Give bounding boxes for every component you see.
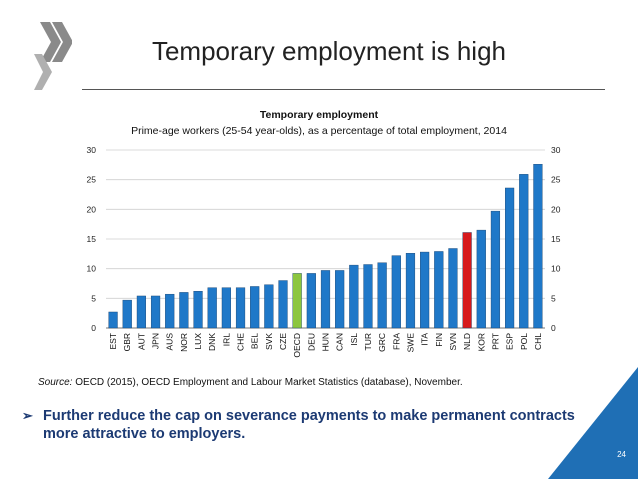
bar-fra xyxy=(391,255,401,329)
x-tick-label-deu: DEU xyxy=(306,333,316,351)
y-tick-label-left: 20 xyxy=(87,204,97,214)
x-tick-label-oecd: OECD xyxy=(292,333,302,358)
slide-title: Temporary employment is high xyxy=(151,36,507,66)
x-tick-label-est: EST xyxy=(108,333,118,350)
x-tick-label-prt: PRT xyxy=(490,333,500,350)
bar-jpn xyxy=(150,295,161,329)
x-tick-label-esp: ESP xyxy=(505,333,515,350)
bar-svn xyxy=(448,248,458,329)
y-tick-label-right: 30 xyxy=(551,145,561,155)
bar-gbr xyxy=(122,299,132,329)
x-tick-label-pol: POL xyxy=(519,333,529,350)
bar-esp xyxy=(505,187,515,329)
x-tick-label-irl: IRL xyxy=(221,333,231,347)
x-tick-label-cze: CZE xyxy=(278,333,288,350)
bullet-text: Further reduce the cap on severance paym… xyxy=(43,408,575,442)
y-tick-label-left: 10 xyxy=(87,264,97,274)
bar-prt xyxy=(490,210,501,329)
bar-oecd xyxy=(292,273,302,329)
y-tick-label-left: 5 xyxy=(91,293,96,303)
bar-deu xyxy=(306,273,316,329)
x-tick-label-dnk: DNK xyxy=(207,333,217,351)
y-tick-label-right: 10 xyxy=(551,264,561,274)
y-tick-label-right: 25 xyxy=(551,175,561,185)
bullet-arrow-icon: ➢ xyxy=(22,408,33,423)
x-tick-label-che: CHE xyxy=(236,333,246,351)
bar-lux xyxy=(193,291,203,329)
logo-chevron-top-right xyxy=(52,22,72,62)
corner-triangle xyxy=(548,367,638,479)
bar-grc xyxy=(377,262,387,329)
oecd-logo xyxy=(34,22,72,90)
y-tick-label-left: 15 xyxy=(87,234,97,244)
x-tick-label-hun: HUN xyxy=(321,333,331,351)
bar-tur xyxy=(363,264,373,329)
bar-aus xyxy=(165,293,175,329)
bar-swe xyxy=(405,253,416,329)
bar-hun xyxy=(320,270,331,329)
bar-svk xyxy=(264,284,274,329)
bar-est xyxy=(108,311,118,329)
bar-fin xyxy=(434,251,444,329)
x-tick-label-can: CAN xyxy=(335,333,345,351)
bar-kor xyxy=(476,229,486,329)
source-note: Source: OECD (2015), OECD Employment and… xyxy=(38,377,463,388)
bar-dnk xyxy=(207,287,217,329)
x-tick-label-fin: FIN xyxy=(434,333,444,347)
x-tick-label-nor: NOR xyxy=(179,333,189,352)
bar-nor xyxy=(179,292,189,329)
bar-pol xyxy=(519,174,529,329)
y-tick-label-left: 30 xyxy=(87,145,97,155)
x-tick-label-svn: SVN xyxy=(448,333,458,350)
x-tick-label-aus: AUS xyxy=(165,333,175,351)
y-tick-label-left: 25 xyxy=(87,175,97,185)
bar-can xyxy=(335,270,345,329)
y-tick-label-left: 0 xyxy=(91,323,96,333)
x-tick-label-gbr: GBR xyxy=(122,333,132,351)
bar-irl xyxy=(221,287,231,329)
x-tick-label-bel: BEL xyxy=(250,333,260,349)
x-tick-label-tur: TUR xyxy=(363,333,373,350)
temporary-employment-chart: Temporary employment Prime-age workers (2… xyxy=(87,109,561,358)
recommendation-bullet: ➢ Further reduce the cap on severance pa… xyxy=(22,407,612,443)
bar-bel xyxy=(250,286,260,329)
x-tick-label-chl: CHL xyxy=(533,333,543,350)
source-text: OECD (2015), OECD Employment and Labour … xyxy=(75,377,463,388)
logo-chevron-top-left xyxy=(40,22,61,62)
x-tick-label-isl: ISL xyxy=(349,333,359,346)
y-tick-label-right: 5 xyxy=(551,293,556,303)
corner-decoration xyxy=(548,367,638,479)
bar-ita xyxy=(420,251,430,329)
bar-nld xyxy=(462,232,472,329)
x-tick-label-lux: LUX xyxy=(193,333,203,350)
y-tick-label-right: 0 xyxy=(551,323,556,333)
title-divider xyxy=(82,89,605,90)
chart-subtitle: Prime-age workers (25-54 year-olds), as … xyxy=(131,125,507,137)
x-tick-label-svk: SVK xyxy=(264,333,274,350)
x-tick-label-fra: FRA xyxy=(391,333,401,350)
x-tick-label-swe: SWE xyxy=(405,333,415,353)
bar-che xyxy=(235,287,246,329)
page-number: 24 xyxy=(617,450,626,459)
bar-cze xyxy=(278,280,288,329)
x-tick-label-kor: KOR xyxy=(476,333,486,351)
chart-container: Temporary employment Prime-age workers (2… xyxy=(0,109,638,360)
x-tick-label-jpn: JPN xyxy=(151,333,161,349)
x-tick-label-ita: ITA xyxy=(420,333,430,346)
x-tick-label-nld: NLD xyxy=(462,333,472,350)
bar-aut xyxy=(136,295,146,329)
x-tick-label-grc: GRC xyxy=(377,333,387,352)
chart-title: Temporary employment xyxy=(260,110,379,121)
y-tick-label-right: 20 xyxy=(551,204,561,214)
y-tick-label-right: 15 xyxy=(551,234,561,244)
source-label: Source: xyxy=(38,377,73,388)
bar-isl xyxy=(349,264,359,329)
bar-chl xyxy=(533,164,543,329)
x-tick-label-aut: AUT xyxy=(136,333,146,350)
logo-chevron-bottom xyxy=(34,54,52,90)
